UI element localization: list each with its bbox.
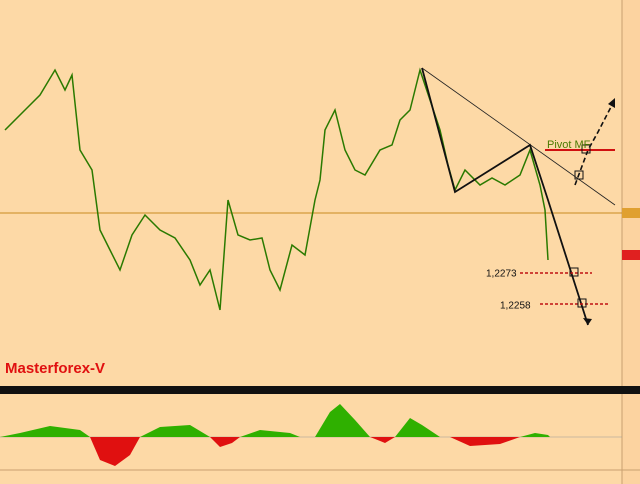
price-marker <box>622 208 640 218</box>
brand-label: Masterforex-V <box>5 360 105 377</box>
marker-box <box>574 170 584 180</box>
oscillator-positive <box>240 430 300 437</box>
oscillator-negative <box>370 437 395 443</box>
level-label: 1,2273 <box>486 269 517 280</box>
price-axis <box>622 0 640 484</box>
bid-marker <box>622 250 640 260</box>
marker-box <box>569 267 579 277</box>
oscillator-positive <box>140 425 210 437</box>
arrow-head <box>583 318 592 325</box>
wave-path <box>421 67 589 326</box>
oscillator-positive <box>520 433 550 437</box>
marker-box <box>577 298 587 308</box>
oscillator-positive <box>315 404 370 437</box>
panel-separator <box>0 386 640 394</box>
pivot-label: Pivot MF <box>547 139 591 151</box>
oscillator-positive <box>395 418 440 437</box>
oscillator-negative <box>210 437 240 447</box>
oscillator-negative <box>90 437 140 466</box>
oscillator-positive <box>0 426 90 437</box>
oscillator-negative <box>450 437 520 446</box>
arrow-head <box>608 98 615 108</box>
price-series <box>4 67 549 311</box>
trend-line <box>421 67 616 206</box>
level-label: 1,2258 <box>500 301 531 312</box>
projection <box>574 104 613 186</box>
marker-box <box>581 144 591 154</box>
